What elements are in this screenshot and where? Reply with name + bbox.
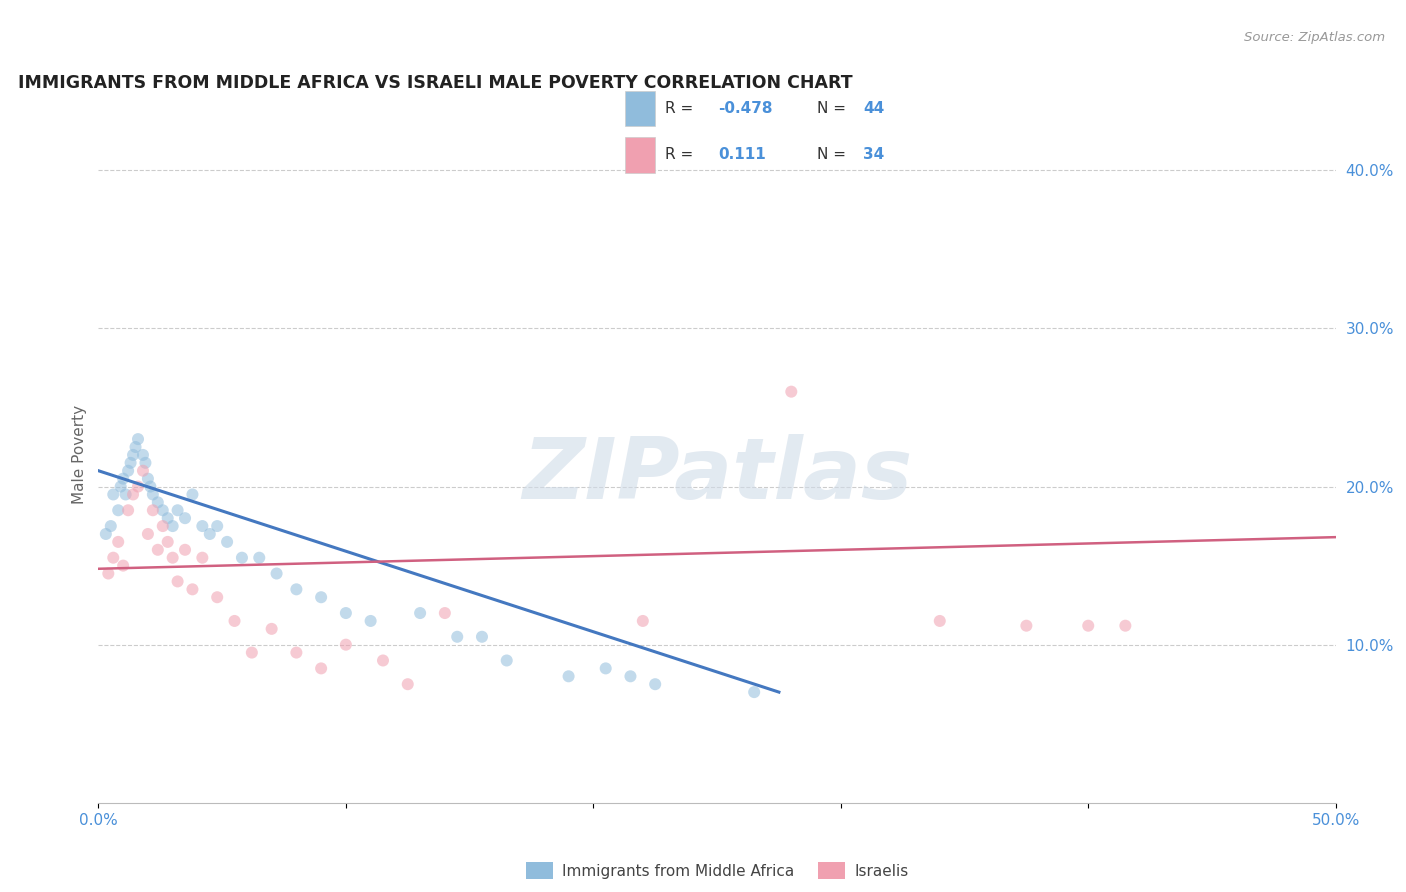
Point: [309, 661, 332, 675]
Point: [134, 456, 156, 470]
Point: [156, 511, 179, 525]
Point: [557, 669, 579, 683]
Point: [205, 519, 228, 533]
Point: [132, 448, 155, 462]
Point: [146, 542, 169, 557]
Point: [446, 630, 468, 644]
Text: 34: 34: [863, 147, 884, 162]
Point: [127, 432, 149, 446]
Point: [139, 479, 162, 493]
Point: [107, 503, 129, 517]
Point: [162, 550, 184, 565]
Point: [103, 550, 125, 565]
Y-axis label: Male Poverty: Male Poverty: [72, 405, 87, 505]
Point: [644, 677, 666, 691]
Point: [100, 519, 122, 533]
Point: [266, 566, 288, 581]
Point: [285, 646, 308, 660]
Point: [285, 582, 308, 597]
Point: [1015, 618, 1038, 632]
Point: [217, 534, 239, 549]
Text: N =: N =: [817, 101, 851, 116]
Point: [117, 464, 139, 478]
Point: [1114, 618, 1136, 632]
Point: [433, 606, 456, 620]
Point: [127, 479, 149, 493]
Point: [107, 534, 129, 549]
Legend: Immigrants from Middle Africa, Israelis: Immigrants from Middle Africa, Israelis: [520, 855, 914, 886]
Point: [94, 527, 117, 541]
Point: [240, 646, 263, 660]
Point: [780, 384, 803, 399]
Point: [191, 519, 214, 533]
Text: N =: N =: [817, 147, 851, 162]
Point: [112, 472, 135, 486]
Point: [335, 606, 357, 620]
FancyBboxPatch shape: [626, 136, 655, 173]
Point: [742, 685, 765, 699]
Point: [156, 534, 179, 549]
Point: [231, 550, 253, 565]
FancyBboxPatch shape: [626, 91, 655, 127]
Point: [120, 456, 142, 470]
Text: R =: R =: [665, 101, 697, 116]
Point: [103, 487, 125, 501]
Point: [309, 591, 332, 605]
Point: [174, 542, 197, 557]
Point: [471, 630, 494, 644]
Point: [396, 677, 419, 691]
Point: [371, 653, 394, 667]
Text: 44: 44: [863, 101, 884, 116]
Point: [174, 511, 197, 525]
Point: [247, 550, 270, 565]
Point: [114, 487, 136, 501]
Text: IMMIGRANTS FROM MIDDLE AFRICA VS ISRAELI MALE POVERTY CORRELATION CHART: IMMIGRANTS FROM MIDDLE AFRICA VS ISRAELI…: [18, 74, 852, 92]
Text: 0.111: 0.111: [718, 147, 765, 162]
Point: [928, 614, 950, 628]
Point: [260, 622, 283, 636]
Text: Source: ZipAtlas.com: Source: ZipAtlas.com: [1244, 31, 1385, 45]
Point: [409, 606, 432, 620]
Point: [619, 669, 641, 683]
Point: [142, 487, 165, 501]
Text: R =: R =: [665, 147, 697, 162]
Point: [112, 558, 135, 573]
Point: [124, 440, 146, 454]
Point: [146, 495, 169, 509]
Point: [181, 582, 204, 597]
Point: [122, 448, 145, 462]
Point: [136, 527, 159, 541]
Point: [97, 566, 120, 581]
Point: [595, 661, 617, 675]
Point: [110, 479, 132, 493]
Point: [166, 503, 188, 517]
Point: [335, 638, 357, 652]
Point: [631, 614, 654, 628]
Point: [162, 519, 184, 533]
Point: [132, 464, 155, 478]
Point: [122, 487, 145, 501]
Point: [117, 503, 139, 517]
Text: -0.478: -0.478: [718, 101, 772, 116]
Point: [205, 591, 228, 605]
Point: [136, 472, 159, 486]
Text: ZIPatlas: ZIPatlas: [522, 434, 912, 517]
Point: [166, 574, 188, 589]
Point: [1077, 618, 1099, 632]
Point: [191, 550, 214, 565]
Point: [152, 519, 174, 533]
Point: [495, 653, 517, 667]
Point: [198, 527, 221, 541]
Point: [181, 487, 204, 501]
Point: [152, 503, 174, 517]
Point: [142, 503, 165, 517]
Point: [224, 614, 246, 628]
Point: [360, 614, 382, 628]
